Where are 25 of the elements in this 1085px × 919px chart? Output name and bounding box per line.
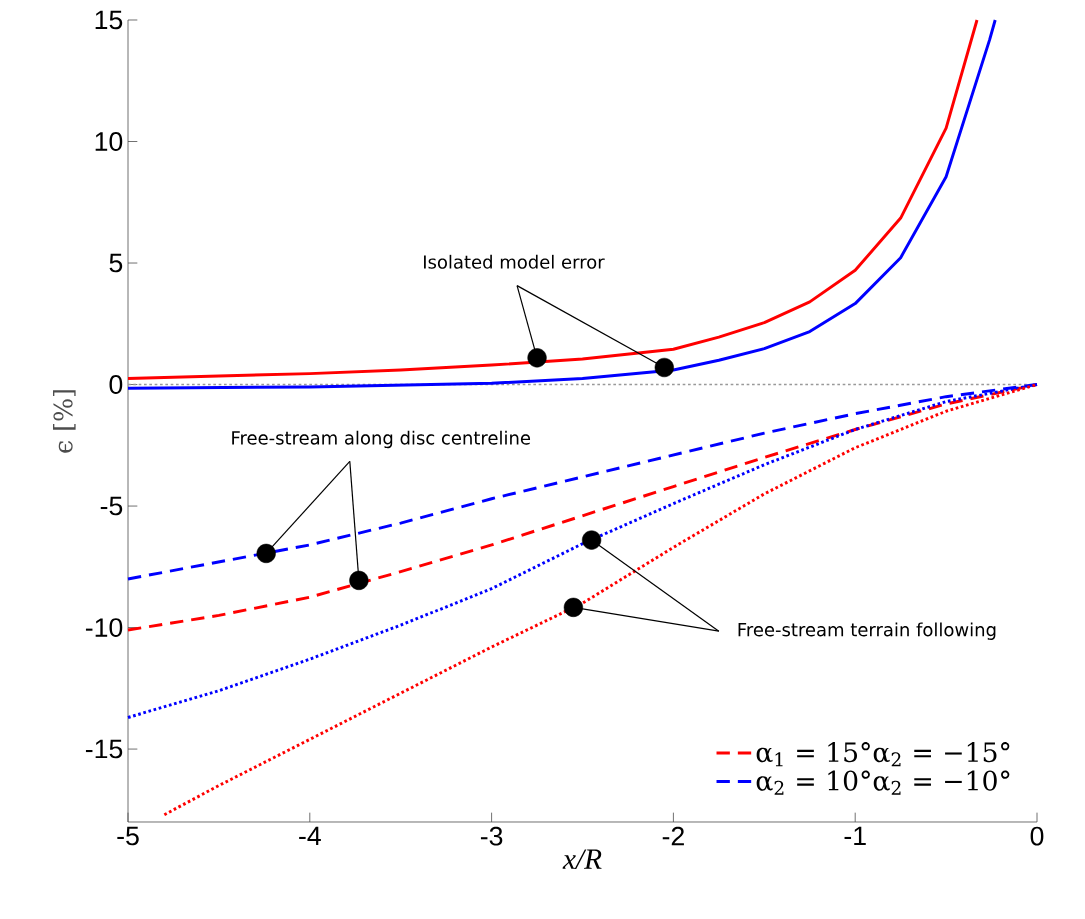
- x-axis-title: x/R: [562, 849, 602, 870]
- annotation: Free-stream along disc centreline: [232, 430, 531, 449]
- point: [563, 597, 584, 617]
- x-tick-label: -3: [480, 826, 503, 846]
- point: [349, 570, 369, 591]
- x-tick-label: -4: [299, 826, 321, 846]
- annotation: Free-stream terrain following: [738, 622, 996, 640]
- y-tick-label: 5: [109, 253, 123, 273]
- y-tick-label: -5: [100, 496, 123, 516]
- legend-label: α$_{1}$ = 15°α$_{2}$ = −15°: [756, 742, 1010, 767]
- annotation: Isolated model error: [424, 254, 605, 269]
- point: [256, 543, 276, 564]
- y-axis-title: ϵ [%]: [53, 390, 76, 453]
- y-tick-label: -10: [85, 618, 123, 637]
- y-tick-label: -15: [85, 739, 123, 759]
- point: [527, 348, 547, 368]
- y-tick-label: 0: [109, 375, 123, 394]
- y-tick-label: 10: [95, 132, 123, 151]
- x-tick-label: 0: [1030, 826, 1044, 846]
- x-tick-label: -2: [662, 826, 684, 846]
- point: [581, 530, 602, 550]
- x-tick-label: -1: [844, 826, 866, 846]
- legend-label: α$_{2}$ = 10°α$_{2}$ = −10°: [756, 770, 1010, 795]
- y-tick-label: 15: [95, 10, 123, 30]
- point: [654, 357, 674, 378]
